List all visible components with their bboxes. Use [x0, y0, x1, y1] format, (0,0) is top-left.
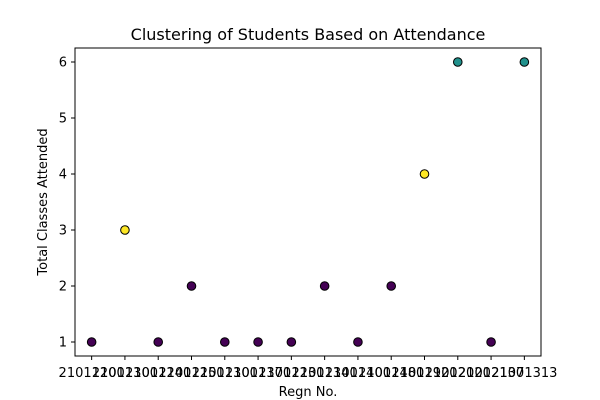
y-axis-label: Total Classes Attended: [36, 128, 51, 276]
x-tick-label: 21011300: [92, 366, 158, 381]
scatter-point: [452, 57, 463, 67]
scatter-point: [186, 281, 197, 291]
y-tick-label: 3: [59, 224, 67, 239]
scatter-point: [153, 337, 164, 347]
scatter-point: [519, 57, 530, 67]
x-tick-label: 21011370: [225, 366, 291, 381]
scatter-point: [319, 281, 330, 291]
x-tick-label: 21011200: [59, 366, 125, 381]
chart-title: Clustering of Students Based on Attendan…: [131, 25, 486, 44]
y-tick-label: 6: [59, 56, 67, 71]
x-tick-label: 21011230: [258, 366, 324, 381]
x-tick-label: 21011300: [192, 366, 258, 381]
x-tick-label: 21012020: [425, 366, 491, 381]
scatter-point: [253, 337, 263, 347]
y-axis: 1 2 3 4 5 6: [59, 56, 75, 351]
y-tick-label: 4: [59, 168, 67, 183]
y-tick-label: 2: [59, 280, 67, 295]
x-axis-label: Regn No.: [279, 385, 338, 400]
x-tick-label: 21011340: [292, 366, 358, 381]
x-tick-label: 21011250: [158, 366, 224, 381]
y-tick-label: 1: [59, 336, 67, 351]
scatter-point: [386, 281, 397, 291]
scatter-point: [86, 337, 97, 347]
x-tick-label: 21011240: [125, 366, 191, 381]
axes-frame: [74, 47, 542, 357]
data-points: [86, 57, 530, 347]
scatter-point: [286, 337, 297, 347]
x-tick-label: 21071313: [491, 366, 557, 381]
scatter-point: [219, 337, 230, 347]
x-tick-label: 21012130: [458, 366, 524, 381]
x-tick-label: 21011400: [325, 366, 391, 381]
scatter-point: [419, 169, 430, 179]
scatter-point: [353, 337, 363, 347]
scatter-point: [486, 337, 496, 347]
scatter-point: [120, 225, 130, 235]
x-tick-label: 21011480: [358, 366, 424, 381]
x-axis: 2101120021011300210112402101125021011300…: [59, 356, 557, 381]
y-tick-label: 5: [59, 112, 67, 127]
x-tick-label: 21011920: [391, 366, 457, 381]
